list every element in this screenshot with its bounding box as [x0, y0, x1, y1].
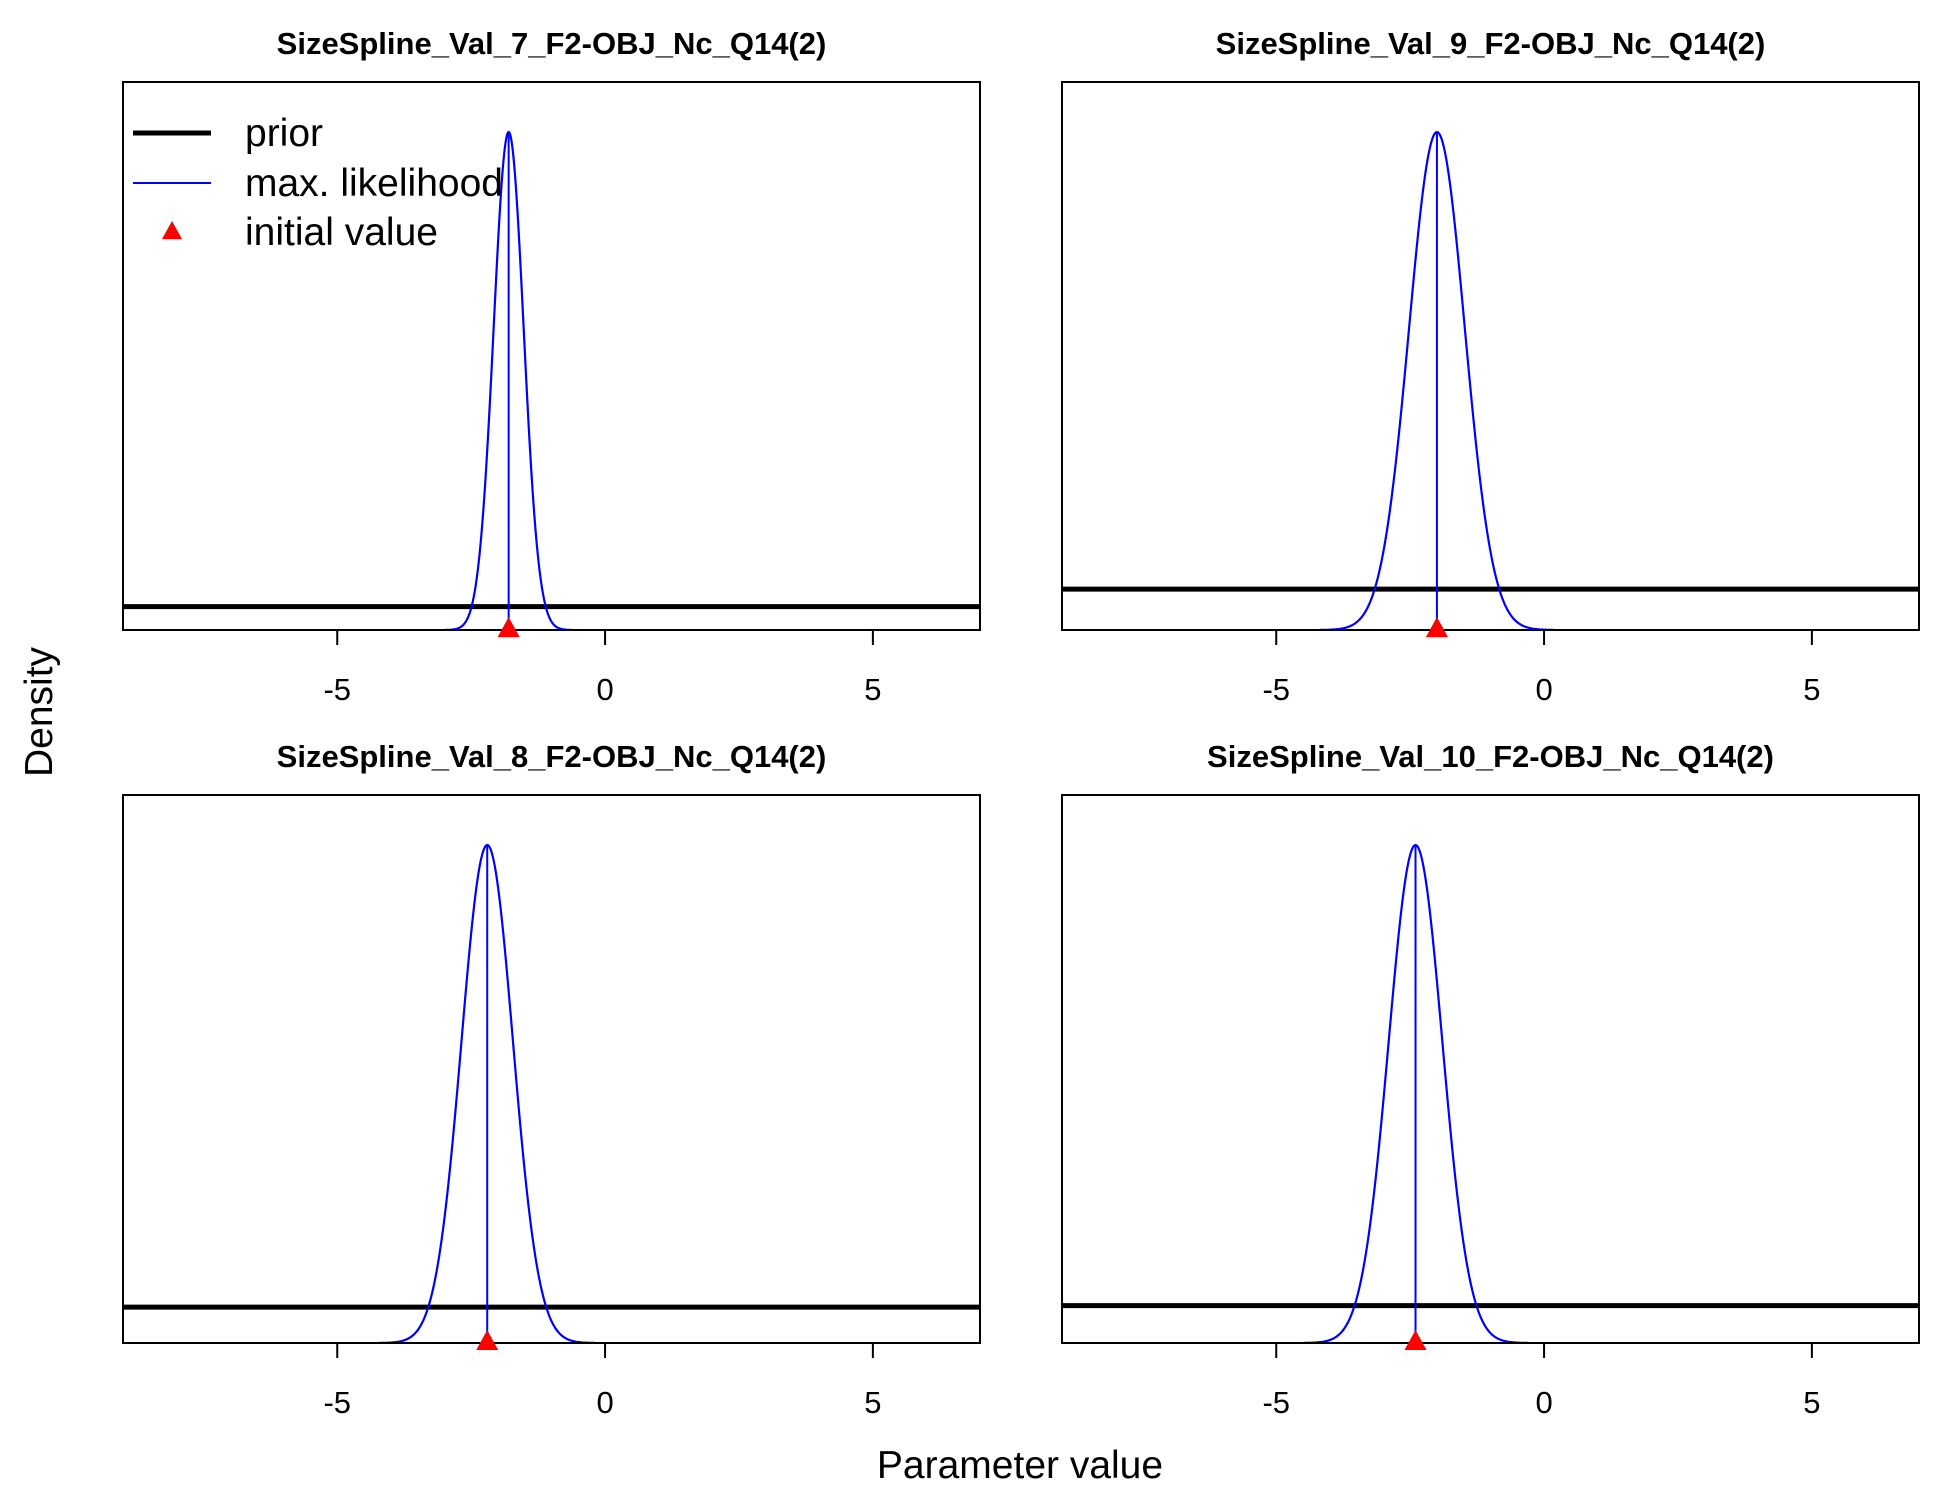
x-tick-label: 0: [596, 672, 613, 707]
x-tick-label: 5: [1803, 1385, 1820, 1420]
x-tick-label: 5: [864, 672, 881, 707]
legend-label: prior: [245, 112, 323, 155]
panel-title: SizeSpline_Val_10_F2-OBJ_Nc_Q14(2): [1207, 739, 1774, 774]
x-tick-label: 0: [1535, 1385, 1552, 1420]
plot-frame: [122, 794, 981, 1344]
plot-frame: [1061, 794, 1920, 1344]
legend-label: initial value: [245, 211, 438, 254]
panel-3: SizeSpline_Val_8_F2-OBJ_Nc_Q14(2) -5 0 5: [122, 739, 981, 1420]
panel-title: SizeSpline_Val_8_F2-OBJ_Nc_Q14(2): [277, 739, 827, 774]
legend-label: max. likelihood: [245, 162, 503, 205]
x-tick-label: -5: [1262, 1385, 1290, 1420]
x-axis-title: Parameter value: [877, 1444, 1163, 1487]
plot-frame: [122, 81, 981, 631]
initial-value-marker: [1404, 1330, 1427, 1350]
x-tick-label: 5: [864, 1385, 881, 1420]
legend-initial-swatch: [162, 221, 182, 239]
panel-1: SizeSpline_Val_7_F2-OBJ_Nc_Q14(2) -5 0 5 pri…: [122, 26, 981, 707]
initial-value-marker: [476, 1330, 499, 1350]
panel-title: SizeSpline_Val_9_F2-OBJ_Nc_Q14(2): [1216, 26, 1766, 61]
y-axis-title: Density: [18, 646, 61, 777]
panel-title: SizeSpline_Val_7_F2-OBJ_Nc_Q14(2): [277, 26, 827, 61]
x-tick-label: 0: [596, 1385, 613, 1420]
x-tick-label: 5: [1803, 672, 1820, 707]
x-tick-label: 0: [1535, 672, 1552, 707]
panel-4: SizeSpline_Val_10_F2-OBJ_Nc_Q14(2) -5 0 5: [1061, 739, 1920, 1420]
x-tick-label: -5: [323, 672, 351, 707]
x-tick-label: -5: [323, 1385, 351, 1420]
initial-value-marker: [497, 617, 520, 637]
x-tick-label: -5: [1262, 672, 1290, 707]
initial-value-marker: [1425, 617, 1448, 637]
legend: prior max. likelihood initial value: [133, 112, 503, 254]
plot-frame: [1061, 81, 1920, 631]
panels: SizeSpline_Val_7_F2-OBJ_Nc_Q14(2) -5 0 5 pri…: [122, 26, 1920, 1420]
panel-2: SizeSpline_Val_9_F2-OBJ_Nc_Q14(2) -5 0 5: [1061, 26, 1920, 707]
